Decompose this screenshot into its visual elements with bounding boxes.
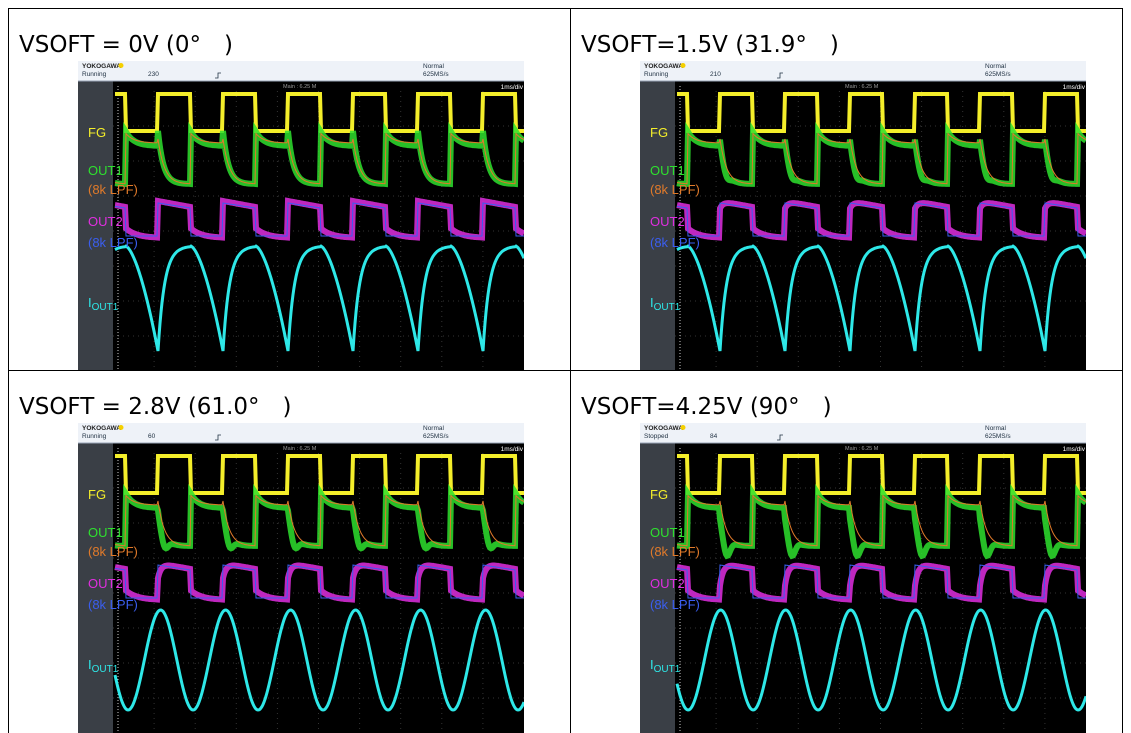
main-record: Main : 6.25 M	[283, 446, 317, 452]
status: Running	[82, 433, 107, 440]
trigger-mode: Normal	[423, 425, 445, 432]
acq-count: 84	[710, 433, 718, 440]
sample-rate: 625MS/s	[423, 433, 449, 440]
plot-background	[78, 61, 524, 371]
status-lamp	[681, 63, 686, 68]
plot-background	[640, 61, 1086, 371]
iout-subscript: OUT1	[92, 664, 119, 675]
fg-label: FG	[88, 125, 106, 140]
sample-rate: 625MS/s	[985, 71, 1011, 78]
status: Stopped	[644, 433, 669, 440]
cell-title: VSOFT=4.25V (90° )	[581, 387, 832, 421]
status-lamp	[119, 425, 124, 430]
out1-filter-label: (8k LPF)	[650, 182, 700, 197]
iout-subscript: OUT1	[92, 302, 119, 313]
timebase: 1ms/div	[1063, 84, 1086, 91]
brand: YOKOGAWA	[82, 425, 121, 432]
trigger-mode: Normal	[985, 63, 1007, 70]
out2-label: OUT2	[88, 576, 123, 591]
out2-filter-label: (8k LPF)	[88, 597, 138, 612]
status-lamp	[119, 63, 124, 68]
header-bar	[78, 423, 524, 443]
fg-label: FG	[88, 487, 106, 502]
fg-label: FG	[650, 487, 668, 502]
out2-label: OUT2	[650, 576, 685, 591]
document: VSOFT = 0V (0° )YOKOGAWARunning230Normal…	[0, 0, 1131, 733]
timebase: 1ms/div	[1063, 446, 1086, 453]
header-bar	[78, 61, 524, 81]
out1-filter-label: (8k LPF)	[88, 182, 138, 197]
brand: YOKOGAWA	[644, 425, 683, 432]
status: Running	[644, 71, 669, 78]
fg-label: FG	[650, 125, 668, 140]
main-record: Main : 6.25 M	[845, 84, 879, 90]
trigger-mode: Normal	[423, 63, 445, 70]
status-lamp	[681, 425, 686, 430]
status: Running	[82, 71, 107, 78]
cell-title: VSOFT=1.5V (31.9° )	[581, 25, 839, 59]
acq-count: 230	[148, 71, 159, 78]
iout-subscript: OUT1	[654, 302, 681, 313]
acq-count: 210	[710, 71, 721, 78]
header-bar	[640, 61, 1086, 81]
acq-count: 60	[148, 433, 156, 440]
out2-filter-label: (8k LPF)	[650, 597, 700, 612]
out1-label: OUT1	[650, 163, 685, 178]
main-record: Main : 6.25 M	[283, 84, 317, 90]
out2-label: OUT2	[650, 214, 685, 229]
out2-filter-label: (8k LPF)	[88, 235, 138, 250]
sample-rate: 625MS/s	[985, 433, 1011, 440]
out1-filter-label: (8k LPF)	[650, 544, 700, 559]
out1-label: OUT1	[650, 525, 685, 540]
cell-title: VSOFT = 2.8V (61.0° )	[19, 387, 292, 421]
plot-background	[640, 423, 1086, 733]
out1-label: OUT1	[88, 525, 123, 540]
out1-filter-label: (8k LPF)	[88, 544, 138, 559]
timebase: 1ms/div	[501, 84, 524, 91]
trigger-mode: Normal	[985, 425, 1007, 432]
cell-title: VSOFT = 0V (0° )	[19, 25, 233, 59]
timebase: 1ms/div	[501, 446, 524, 453]
iout-subscript: OUT1	[654, 664, 681, 675]
out2-filter-label: (8k LPF)	[650, 235, 700, 250]
out2-label: OUT2	[88, 214, 123, 229]
brand: YOKOGAWA	[644, 63, 683, 70]
main-record: Main : 6.25 M	[845, 446, 879, 452]
header-bar	[640, 423, 1086, 443]
out1-label: OUT1	[88, 163, 123, 178]
sample-rate: 625MS/s	[423, 71, 449, 78]
brand: YOKOGAWA	[82, 63, 121, 70]
plot-background	[78, 423, 524, 733]
